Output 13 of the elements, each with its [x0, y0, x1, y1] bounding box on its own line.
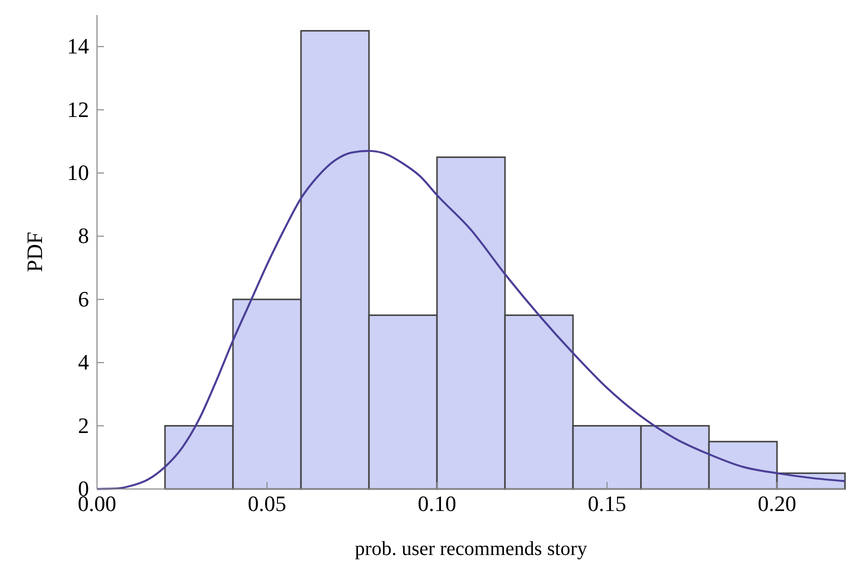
y-tick-label: 12	[67, 96, 89, 122]
x-axis-title: prob. user recommends story	[354, 538, 588, 560]
y-tick-label: 4	[78, 350, 89, 375]
x-tick-label: 0.10	[418, 491, 456, 516]
y-tick-label: 6	[78, 286, 89, 312]
y-tick-label: 10	[67, 160, 89, 185]
y-axis-title: PDF	[22, 232, 47, 272]
x-tick-label: 0.05	[248, 491, 286, 516]
y-tick-label: 8	[78, 223, 89, 248]
y-tick-label: 14	[67, 34, 89, 59]
y-tick-label: 2	[78, 412, 89, 438]
x-tick-label: 0.20	[758, 491, 796, 516]
x-tick-label: 0.15	[588, 491, 626, 516]
